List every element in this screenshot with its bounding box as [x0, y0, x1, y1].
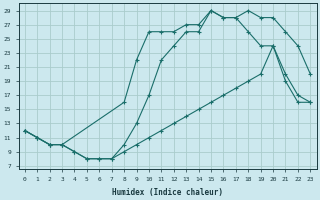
X-axis label: Humidex (Indice chaleur): Humidex (Indice chaleur): [112, 188, 223, 197]
